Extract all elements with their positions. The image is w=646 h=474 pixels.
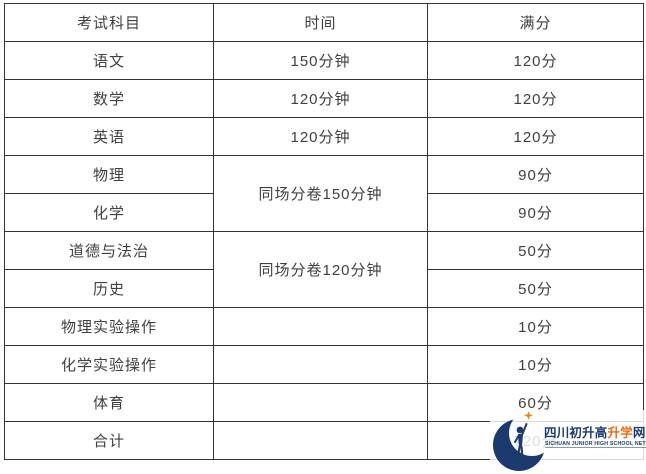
score-cell: 90分 — [427, 193, 644, 232]
crescent-moon-logo-icon — [493, 419, 545, 471]
score-cell: 120分 — [427, 117, 644, 156]
score-cell: 50分 — [427, 269, 644, 308]
time-cell-empty — [213, 421, 428, 460]
subject-cell: 物理实验操作 — [4, 307, 214, 346]
reaching-child-icon — [514, 423, 528, 461]
table-row: 数学 120分钟 120分 — [4, 79, 644, 118]
score-cell: 120分 — [427, 79, 644, 118]
table-row: 英语 120分钟 120分 — [4, 117, 644, 156]
star-icon — [524, 411, 533, 420]
subject-cell: 物理 — [4, 155, 214, 194]
table-row: 体育 60分 — [4, 383, 644, 422]
score-cell: 10分 — [427, 345, 644, 384]
subject-cell: 体育 — [4, 383, 214, 422]
subject-cell: 道德与法治 — [4, 231, 214, 270]
subject-cell: 英语 — [4, 117, 214, 156]
table-row: 历史 50分 — [4, 269, 644, 308]
subject-cell: 语文 — [4, 41, 214, 80]
time-cell-empty — [213, 307, 428, 346]
exam-schedule-table: 考试科目 时间 满分 语文 150分钟 120分 数学 120分钟 120分 英… — [4, 3, 644, 460]
table-row: 化学 90分 — [4, 193, 644, 232]
score-cell: 90分 — [427, 155, 644, 194]
time-cell: 120分钟 — [213, 117, 428, 156]
score-cell: 10分 — [427, 307, 644, 346]
watermark-site-name: 四川初升高升学网 — [544, 426, 646, 440]
subject-cell: 合计 — [4, 421, 214, 460]
header-time: 时间 — [213, 3, 428, 42]
table-row: 物理实验操作 10分 — [4, 307, 644, 346]
score-cell: 120分 — [427, 41, 644, 80]
table-row: 化学实验操作 10分 — [4, 345, 644, 384]
watermark-site-name-en: SICHUAN JUNIOR HIGH SCHOOL NETWORK — [545, 441, 646, 448]
subject-cell: 化学实验操作 — [4, 345, 214, 384]
time-cell-merged: 同场分卷120分钟 — [213, 231, 428, 308]
table-row: 物理 同场分卷150分钟 90分 — [4, 155, 644, 232]
time-cell-empty — [213, 345, 428, 384]
subject-cell: 化学 — [4, 193, 214, 232]
site-watermark: 四川初升高升学网 SICHUAN JUNIOR HIGH SCHOOL NETW… — [490, 410, 646, 471]
table-row: 道德与法治 同场分卷120分钟 50分 — [4, 231, 644, 308]
time-cell-merged: 同场分卷150分钟 — [213, 155, 428, 232]
exam-schedule-table-wrap: 考试科目 时间 满分 语文 150分钟 120分 数学 120分钟 120分 英… — [4, 3, 644, 460]
subject-cell: 历史 — [4, 269, 214, 308]
header-row: 考试科目 时间 满分 — [4, 3, 644, 42]
header-subject: 考试科目 — [4, 3, 214, 42]
table-row: 语文 150分钟 120分 — [4, 41, 644, 80]
header-fullscore: 满分 — [427, 3, 644, 42]
time-cell: 120分钟 — [213, 79, 428, 118]
score-cell: 50分 — [427, 231, 644, 270]
time-cell: 150分钟 — [213, 41, 428, 80]
subject-cell: 数学 — [4, 79, 214, 118]
time-cell-empty — [213, 383, 428, 422]
